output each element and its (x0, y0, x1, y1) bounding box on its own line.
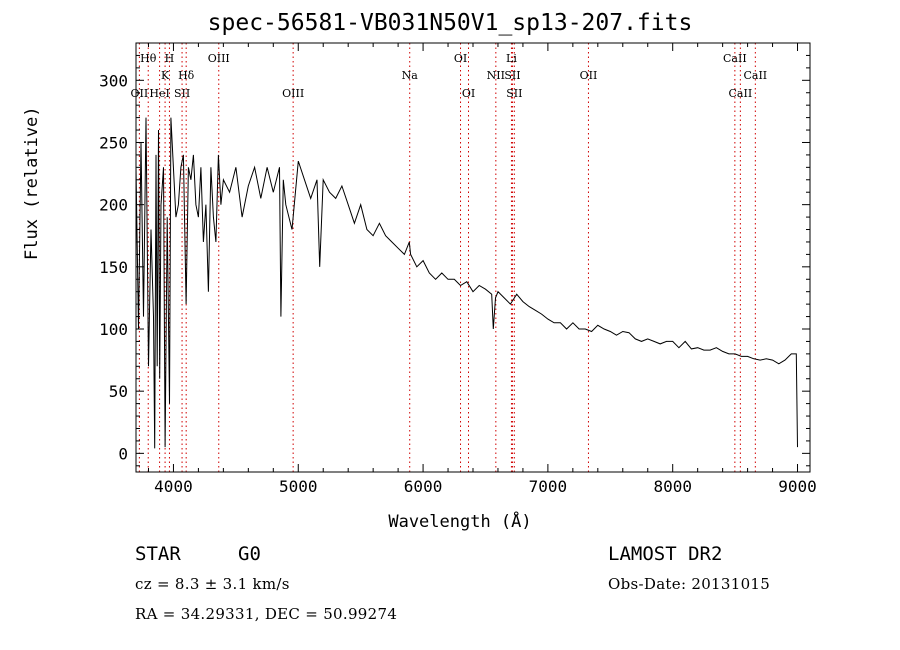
coordinates: RA = 34.29331, DEC = 50.99274 (135, 605, 398, 623)
spectral-line-label: H (165, 52, 175, 65)
y-tick-label: 250 (99, 133, 128, 152)
y-tick-label: 200 (99, 196, 128, 215)
spectral-line-label: CaII (723, 52, 747, 65)
spectral-line-label: OII (131, 87, 149, 100)
spectral-line-label: SII (174, 87, 190, 100)
x-axis: 4000 5000 6000 7000 8000 9000 (147, 43, 817, 496)
chart-title: spec-56581-VB031N50V1_sp13-207.fits (207, 10, 693, 36)
y-axis: 0 50 100 150 200 250 300 (99, 54, 810, 467)
spectral-line-label: Hθ (140, 52, 157, 65)
spectral-subclass: G0 (238, 543, 261, 565)
spectral-line-label: SII (506, 87, 522, 100)
object-class: STAR (135, 543, 181, 565)
x-tick-label: 7000 (529, 477, 568, 496)
survey-release: LAMOST DR2 (608, 543, 723, 565)
observation-date: Obs-Date: 20131015 (608, 575, 771, 593)
spectral-line-label: OI (454, 52, 467, 65)
spectral-line-label: K (161, 69, 170, 82)
x-tick-label: 6000 (404, 477, 443, 496)
x-tick-label: 5000 (279, 477, 318, 496)
spectral-line-label: CaII (729, 87, 753, 100)
y-tick-label: 100 (99, 320, 128, 339)
redshift-velocity: cz = 8.3 ± 3.1 km/s (135, 575, 290, 593)
spectral-line-label: NII (487, 69, 505, 82)
spectral-line-label: HeI (149, 87, 169, 100)
spectral-line-label: CaII (743, 69, 767, 82)
spectral-line-label: Li (506, 52, 517, 65)
plot-frame (135, 42, 811, 473)
spectral-line-label: Hδ (178, 69, 195, 82)
spectral-line-label: OIII (208, 52, 230, 65)
x-tick-label: 8000 (653, 477, 692, 496)
x-axis-label: Wavelength (Å) (388, 512, 532, 532)
spectral-line-label: OI (462, 87, 475, 100)
x-tick-label: 9000 (778, 477, 817, 496)
spectral-line-label: OII (580, 69, 598, 82)
y-tick-label: 150 (99, 258, 128, 277)
y-tick-label: 50 (109, 382, 128, 401)
x-tick-label: 4000 (154, 477, 193, 496)
y-tick-label: 0 (118, 444, 128, 463)
spectral-line-label: OIII (282, 87, 304, 100)
spectral-line-label: SII (504, 69, 520, 82)
y-tick-label: 300 (99, 71, 128, 90)
spectral-line-label: Na (402, 69, 419, 82)
y-axis-label: Flux (relative) (22, 106, 42, 260)
spectral-line-markers (138, 43, 756, 472)
spectrum-series-line (135, 117, 798, 449)
